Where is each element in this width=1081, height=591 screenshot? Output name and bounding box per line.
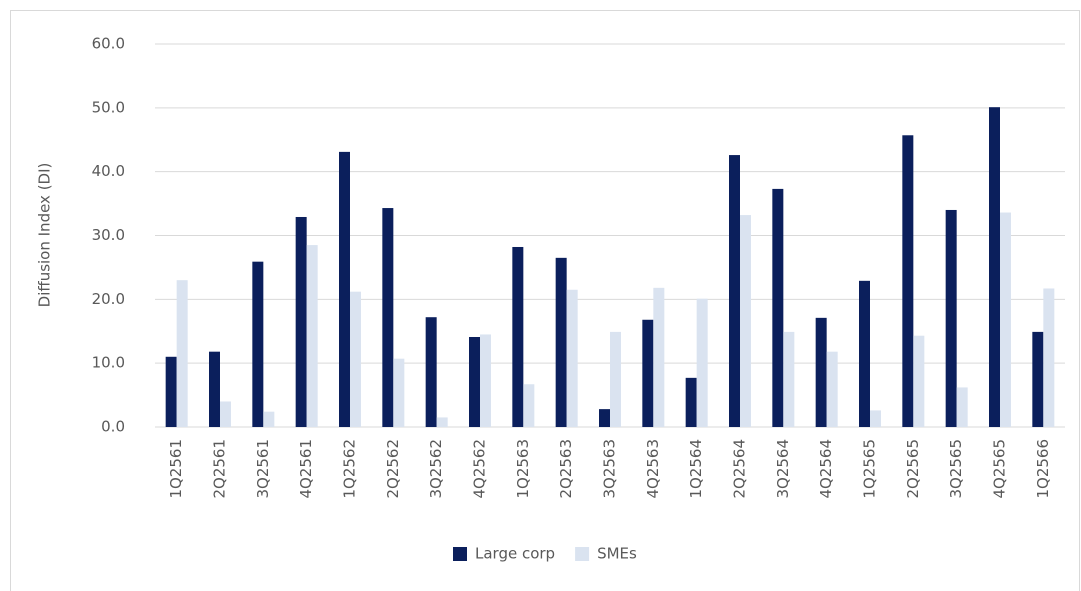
bar <box>696 298 708 427</box>
x-tick-label: 3Q2564 <box>774 439 792 499</box>
bar <box>642 319 654 427</box>
y-tick-label: 0.0 <box>101 418 125 436</box>
x-tick-label: 1Q2564 <box>687 439 705 499</box>
x-tick-label: 4Q2561 <box>297 439 315 499</box>
legend-swatch <box>453 547 467 561</box>
y-tick-label: 40.0 <box>92 162 125 180</box>
y-tick-label: 10.0 <box>92 354 125 372</box>
bar <box>1032 331 1044 427</box>
x-tick-label: 1Q2561 <box>167 439 185 499</box>
bar <box>165 356 177 427</box>
x-tick-label: 3Q2561 <box>254 439 272 499</box>
x-tick-label: 2Q2563 <box>557 439 575 499</box>
bar <box>306 245 318 427</box>
x-tick-label: 1Q2562 <box>341 439 359 499</box>
bar <box>945 209 957 427</box>
bar <box>176 280 188 427</box>
bar <box>859 280 870 427</box>
x-tick-label: 3Q2563 <box>601 439 619 499</box>
bar <box>339 151 350 427</box>
bar <box>989 107 1000 427</box>
y-tick-label: 30.0 <box>92 226 125 244</box>
bar <box>783 331 795 427</box>
x-tick-label: 2Q2561 <box>211 439 229 499</box>
x-tick-label: 3Q2562 <box>427 439 445 499</box>
bar <box>252 261 264 427</box>
bar <box>902 135 914 427</box>
x-tick-label: 4Q2563 <box>644 439 662 499</box>
bar <box>209 351 220 427</box>
y-tick-label: 20.0 <box>92 290 125 308</box>
bar <box>599 409 610 427</box>
bar <box>1000 212 1011 427</box>
bar <box>555 257 567 427</box>
bar <box>826 351 838 427</box>
bar <box>523 384 535 427</box>
x-tick-label: 2Q2564 <box>731 439 749 499</box>
x-tick-label: 1Q2563 <box>514 439 532 499</box>
bar <box>870 410 881 427</box>
bar <box>729 155 740 427</box>
x-tick-label: 2Q2565 <box>904 439 922 499</box>
legend-swatch <box>575 547 590 561</box>
bar <box>566 289 578 427</box>
y-tick-label: 50.0 <box>92 98 125 116</box>
x-tick-label: 4Q2565 <box>991 439 1009 499</box>
y-tick-label: 60.0 <box>92 35 125 53</box>
bar <box>610 331 621 427</box>
bar <box>740 215 751 427</box>
x-tick-label: 3Q2565 <box>947 439 965 499</box>
bar <box>393 358 405 427</box>
bar <box>772 188 784 427</box>
bar <box>913 335 925 427</box>
bar <box>469 336 480 427</box>
y-axis-label: Diffusion Index (DI) <box>36 163 54 308</box>
bar <box>956 387 968 427</box>
x-tick-label: 4Q2564 <box>817 439 835 499</box>
bar <box>685 377 697 427</box>
legend-label: Large corp <box>475 545 555 563</box>
bar <box>1043 288 1055 427</box>
bar <box>425 317 437 427</box>
bar <box>436 417 448 427</box>
bar <box>263 411 275 427</box>
x-tick-label: 1Q2566 <box>1034 439 1052 499</box>
bar <box>295 216 307 427</box>
legend-label: SMEs <box>597 545 637 563</box>
bar <box>480 334 491 427</box>
bar <box>382 208 394 427</box>
x-tick-label: 4Q2562 <box>471 439 489 499</box>
bar <box>815 317 827 427</box>
chart-frame <box>10 10 1080 591</box>
x-tick-label: 1Q2565 <box>861 439 879 499</box>
bar <box>220 401 231 427</box>
bar <box>350 291 361 427</box>
x-tick-label: 2Q2562 <box>384 439 402 499</box>
bar <box>653 287 665 427</box>
bar <box>512 246 524 427</box>
